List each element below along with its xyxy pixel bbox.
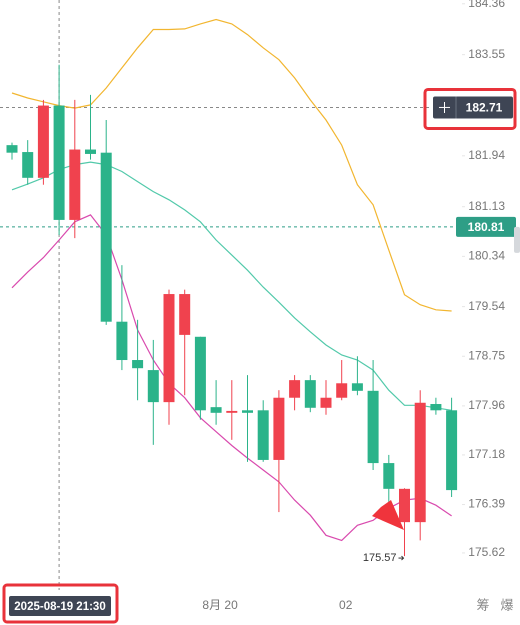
candle-body [336,383,348,398]
candle-body [100,152,112,322]
candle-body [367,390,379,464]
scroll-handle [514,226,520,253]
candle-body [69,149,81,220]
y-tick-label: 178.75 [468,348,505,362]
candle-body [53,105,65,220]
y-tick-label: 177.96 [468,398,505,412]
candle-body [289,380,301,398]
low-pointer-head [401,555,405,561]
candle-body [304,380,316,408]
candle-body [446,410,458,491]
x-tick-label: 02 [339,598,353,612]
candle-body [147,370,159,403]
overlay-layer: 175.57 182.71 180.81 2025-08-19 21:30 筹爆 [2,87,520,624]
mark-layer [6,18,458,557]
y-tick-label: 176.39 [468,497,505,511]
y-tick-label: 183.55 [468,47,505,61]
candle-body [22,152,34,178]
x-tick-label: 8月 20 [202,598,238,612]
crosshair-time: 2025-08-19 21:30 [14,601,105,613]
time-box [9,596,111,616]
last-price-box [456,216,516,237]
under-layer: 184.36183.55182.75181.94181.13180.34179.… [0,0,505,612]
last-price-label: 180.81 [468,220,505,234]
highlight-box [2,583,119,624]
candle-body [383,463,395,489]
band-line [11,161,452,411]
low-label: 175.57 [363,552,397,564]
candle-body [37,105,49,178]
y-tick-label: 177.18 [468,447,505,461]
candle-body [6,145,18,153]
y-tick-label: 184.36 [468,0,505,10]
candle-body [226,410,238,413]
candle-body [116,321,128,361]
candle-body [273,397,285,460]
y-tick-label: 180.34 [468,249,505,263]
candle-body [179,294,191,335]
band-line [11,18,452,312]
crosshair-price: 182.71 [466,101,503,115]
highlight-box [423,87,517,130]
price-box [433,96,513,119]
toolbar-icon: 爆 [500,597,513,612]
candle-body [163,294,175,403]
band-line [11,214,452,542]
candle-body [430,404,442,411]
y-tick-label: 181.13 [468,199,505,213]
candle-body [414,402,426,523]
candle-body [132,360,144,369]
candle-body [399,488,410,523]
y-tick-label: 175.62 [468,545,505,559]
candle-body [210,407,222,413]
toolbar-icon: 筹 [476,597,489,612]
candle-body [242,410,253,413]
candle-body [257,410,269,460]
candle-body [320,397,332,408]
y-tick-label: 181.94 [468,148,505,162]
candle-body [351,383,363,391]
candle-body [194,336,206,411]
y-tick-label: 179.54 [468,299,505,313]
candle-body [85,149,96,154]
